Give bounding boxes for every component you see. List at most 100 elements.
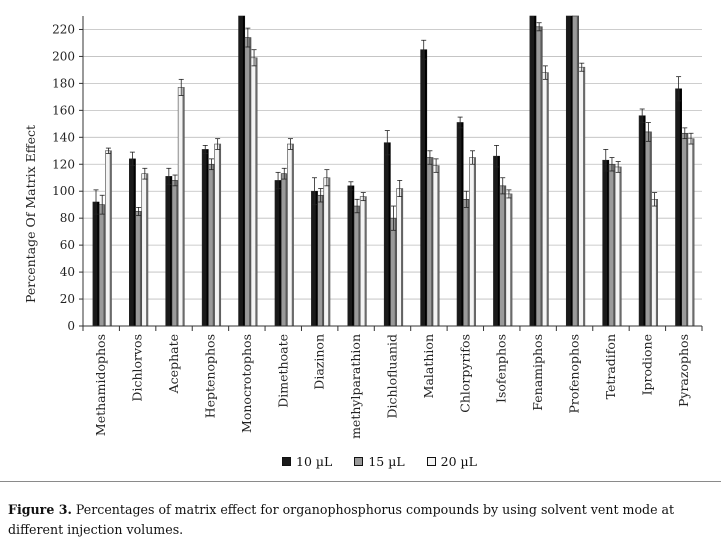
category-label: Pyrazophos — [676, 334, 691, 407]
bar-shade — [401, 188, 403, 326]
bar-shade — [364, 196, 367, 326]
y-tick-label: 80 — [60, 211, 75, 225]
bar-shade — [473, 157, 476, 326]
bar-shade — [576, 16, 579, 326]
legend-label-10ul: 10 µL — [296, 454, 333, 469]
bar-shade — [510, 193, 513, 326]
y-tick-labels: 0 20 40 60 80 100 120 140 160 180 200 220 — [52, 22, 75, 333]
y-tick-label: 140 — [52, 130, 75, 144]
bar-shade — [437, 165, 440, 326]
bar-shade — [619, 166, 622, 326]
legend-label-20ul: 20 µL — [440, 454, 477, 469]
bar-shade — [570, 16, 573, 326]
category-label: Dimethoate — [275, 334, 290, 408]
bar-shade — [649, 131, 652, 326]
y-tick-label: 40 — [60, 265, 75, 279]
bar-shade — [212, 164, 215, 326]
y-axis-label: Percentage Of Matrix Effect — [23, 125, 38, 303]
bar-shade — [534, 16, 537, 326]
y-tick-label: 60 — [60, 238, 75, 252]
bar-shade — [109, 150, 112, 326]
y-tick-label: 200 — [52, 49, 75, 63]
category-label: Monocrotophos — [239, 334, 254, 433]
legend-label-15ul: 15 µL — [368, 454, 405, 469]
bar-shade — [388, 142, 391, 326]
category-label: Iprodione — [639, 334, 654, 395]
bar-shade — [170, 176, 172, 326]
category-label: Methamidophos — [93, 334, 108, 436]
bar-shade — [133, 158, 136, 326]
bar-shade — [352, 185, 354, 326]
figure-caption: Figure 3. Percentages of matrix effect f… — [8, 500, 714, 540]
bar-shade — [461, 122, 464, 326]
category-label: methylparathion — [348, 334, 363, 439]
bar-shade — [206, 149, 209, 326]
axes — [79, 16, 703, 331]
y-tick-label: 20 — [60, 292, 75, 306]
bar-shade — [242, 16, 245, 326]
category-label: Isofenphos — [494, 334, 509, 403]
bar-shade — [504, 185, 506, 326]
bar-shade — [255, 57, 258, 327]
category-label: Chlorpyrifos — [457, 334, 472, 413]
bar-shade — [249, 37, 251, 326]
y-tick-label: 120 — [52, 157, 75, 171]
x-category-labels: Methamidophos Dichlorvos Acephate Heptenoph… — [93, 334, 691, 439]
y-tick-label: 220 — [52, 22, 75, 36]
bar-shade — [321, 195, 324, 326]
category-label: Heptenophos — [202, 334, 217, 418]
legend-swatch-20ul — [426, 457, 436, 466]
legend-swatch-10ul — [282, 457, 291, 466]
bar-shade — [279, 180, 282, 326]
bar-shade — [643, 115, 646, 326]
y-tick-label: 100 — [52, 184, 75, 198]
caption-divider — [0, 481, 721, 482]
category-label: Dichlofluanid — [385, 334, 400, 419]
bar-shade — [546, 72, 549, 326]
bar-shade — [686, 133, 688, 326]
category-label: Acephate — [166, 334, 181, 394]
bar-shade — [467, 199, 470, 326]
bar-shade — [431, 157, 434, 326]
category-label: Fenamiphos — [530, 334, 545, 411]
category-label: Dichlorvos — [130, 334, 145, 402]
bar-shade — [182, 87, 185, 326]
legend-item-20ul: 20 µL — [426, 454, 477, 469]
bar-shade — [291, 144, 294, 326]
category-label: Profenophos — [567, 334, 582, 414]
bar-shade — [394, 218, 397, 326]
bar-shade — [176, 180, 179, 326]
legend-item-15ul: 15 µL — [354, 454, 405, 469]
bar-shade — [139, 211, 142, 326]
bar-shade — [315, 191, 318, 326]
bar-shade — [146, 173, 148, 326]
bar-shade — [540, 26, 543, 327]
bar-shade — [655, 199, 658, 326]
bar-shade — [497, 156, 500, 326]
bar-shade — [692, 138, 695, 326]
bar-shade — [679, 88, 682, 326]
bar-shade — [328, 177, 330, 326]
category-label: Tetradifon — [603, 334, 618, 399]
bars — [92, 15, 695, 327]
category-label: Diazinon — [312, 334, 327, 390]
bar-shade — [613, 164, 616, 326]
bar-shade — [97, 202, 100, 326]
legend-swatch-15ul — [354, 457, 364, 466]
bar-shade — [607, 160, 609, 326]
y-tick-label: 160 — [52, 103, 75, 117]
legend: 10 µL 15 µL 20 µL — [282, 454, 477, 469]
figure-label: Figure 3. — [8, 502, 72, 517]
y-tick-label: 180 — [52, 76, 75, 90]
figure-caption-text: Percentages of matrix effect for organop… — [8, 502, 675, 537]
bar-shade — [583, 67, 585, 326]
legend-item-10ul: 10 µL — [282, 454, 332, 469]
bar-shade — [103, 204, 106, 326]
bar-shade — [285, 173, 288, 326]
y-tick-label: 0 — [67, 319, 75, 333]
bar-shade — [425, 49, 427, 327]
category-label: Malathion — [421, 334, 436, 398]
bar-shade — [218, 144, 221, 326]
bar-shade — [358, 206, 361, 326]
